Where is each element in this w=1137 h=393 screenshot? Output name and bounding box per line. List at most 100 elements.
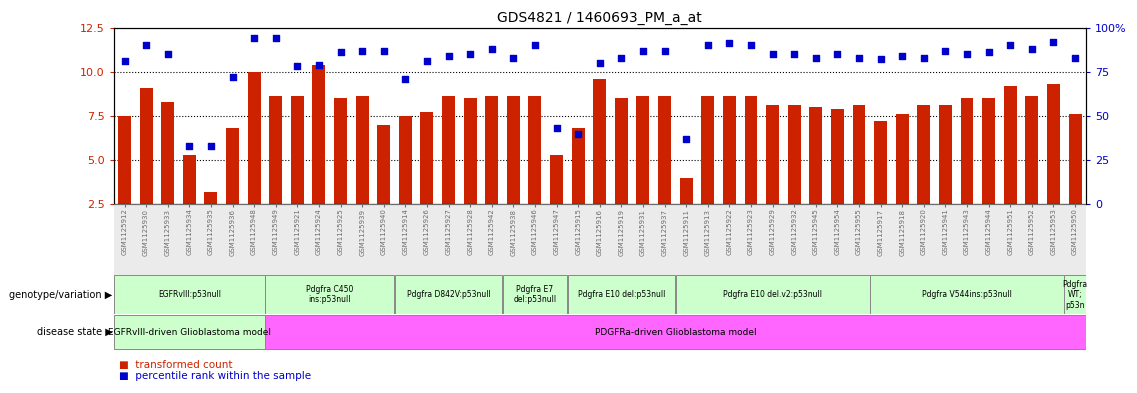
Point [764, 51, 782, 57]
Bar [334, 98, 347, 248]
Bar [853, 105, 865, 248]
Bar [265, 275, 395, 314]
Bar [637, 96, 649, 248]
Bar [157, 204, 179, 275]
Point [266, 35, 284, 41]
Point [828, 51, 846, 57]
Bar [654, 204, 675, 275]
Point [894, 53, 912, 59]
Bar [788, 105, 800, 248]
Text: Pdgfra C450
ins:p53null: Pdgfra C450 ins:p53null [306, 285, 354, 305]
Bar [135, 204, 157, 275]
Bar [719, 204, 740, 275]
Bar [805, 204, 827, 275]
Point [136, 42, 155, 48]
Bar [675, 275, 870, 314]
Bar [697, 204, 719, 275]
Bar [161, 102, 174, 248]
Bar [831, 109, 844, 248]
Bar [961, 98, 973, 248]
Point [483, 46, 501, 52]
Bar [680, 178, 692, 248]
Bar [200, 204, 222, 275]
Bar [1043, 204, 1064, 275]
Bar [567, 275, 675, 314]
Bar [848, 204, 870, 275]
Point [1002, 42, 1020, 48]
Bar [572, 128, 584, 248]
Text: disease state ▶: disease state ▶ [36, 327, 113, 337]
Point [914, 54, 932, 61]
Bar [874, 121, 887, 248]
Bar [658, 96, 671, 248]
Point [548, 125, 566, 131]
Bar [978, 204, 999, 275]
Point [159, 51, 177, 57]
Bar [507, 96, 520, 248]
Bar [442, 96, 455, 248]
Bar [810, 107, 822, 248]
Point [116, 58, 134, 64]
Bar [503, 204, 524, 275]
Bar [891, 204, 913, 275]
Bar [395, 204, 416, 275]
Bar [114, 315, 265, 349]
Text: Pdgfra E10 del:p53null: Pdgfra E10 del:p53null [578, 290, 665, 299]
Text: Pdgfra E10 del.v2:p53null: Pdgfra E10 del.v2:p53null [723, 290, 822, 299]
Bar [313, 64, 325, 248]
Point [850, 54, 869, 61]
Point [440, 53, 458, 59]
Point [418, 58, 437, 64]
Text: Pdgfra
WT;
p53n: Pdgfra WT; p53n [1062, 280, 1088, 310]
Bar [918, 105, 930, 248]
Bar [567, 204, 589, 275]
Point [591, 60, 609, 66]
Bar [723, 96, 736, 248]
Point [957, 51, 976, 57]
Point [375, 47, 393, 53]
Bar [416, 204, 438, 275]
Bar [870, 204, 891, 275]
Point [634, 47, 653, 53]
Point [352, 47, 371, 53]
Bar [140, 88, 152, 248]
Bar [459, 204, 481, 275]
Text: Pdgfra V544ins:p53null: Pdgfra V544ins:p53null [922, 290, 1012, 299]
Bar [118, 116, 131, 248]
Bar [226, 128, 239, 248]
Point [698, 42, 717, 48]
Bar [265, 315, 1086, 349]
Bar [1026, 96, 1038, 248]
Bar [503, 275, 567, 314]
Bar [269, 96, 282, 248]
Bar [550, 155, 563, 248]
Text: PDGFRa-driven Glioblastoma model: PDGFRa-driven Glioblastoma model [595, 328, 756, 336]
Text: genotype/variation ▶: genotype/variation ▶ [9, 290, 113, 300]
Point [526, 42, 545, 48]
Text: EGFRvIII:p53null: EGFRvIII:p53null [158, 290, 221, 299]
Point [289, 63, 307, 70]
Bar [438, 204, 459, 275]
Bar [243, 204, 265, 275]
Bar [1064, 275, 1086, 314]
Point [655, 47, 673, 53]
Point [180, 143, 199, 149]
Bar [373, 204, 395, 275]
Bar [702, 96, 714, 248]
Bar [546, 204, 567, 275]
Text: ■  transformed count: ■ transformed count [119, 360, 233, 369]
Bar [529, 96, 541, 248]
Bar [351, 204, 373, 275]
Bar [1021, 204, 1043, 275]
Bar [870, 275, 1064, 314]
Point [980, 49, 998, 55]
Point [742, 42, 761, 48]
Bar [611, 204, 632, 275]
Point [462, 51, 480, 57]
Point [223, 74, 242, 80]
Point [678, 136, 696, 142]
Text: Pdgfra E7
del:p53null: Pdgfra E7 del:p53null [514, 285, 556, 305]
Text: ■  percentile rank within the sample: ■ percentile rank within the sample [119, 371, 312, 381]
Bar [395, 275, 503, 314]
Bar [377, 125, 390, 248]
